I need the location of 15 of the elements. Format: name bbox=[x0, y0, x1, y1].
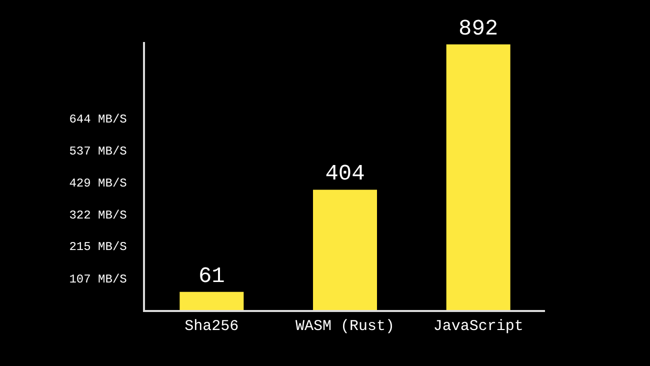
y-tick-label: 537 MB/S bbox=[69, 144, 127, 158]
y-tick-label: 429 MB/S bbox=[69, 176, 127, 190]
y-tick-label: 644 MB/S bbox=[69, 112, 127, 126]
bar bbox=[180, 292, 244, 310]
x-tick-label: WASM (Rust) bbox=[295, 318, 395, 335]
bar bbox=[313, 190, 377, 310]
data-label: 61 bbox=[198, 264, 225, 289]
y-tick-label: 107 MB/S bbox=[69, 272, 127, 286]
x-tick-label: JavaScript bbox=[433, 318, 524, 335]
y-tick-label: 322 MB/S bbox=[69, 208, 127, 222]
bar bbox=[446, 44, 510, 310]
data-label: 892 bbox=[458, 16, 498, 42]
data-label: 404 bbox=[325, 162, 365, 187]
y-tick-label: 215 MB/S bbox=[69, 240, 127, 254]
x-tick-label: Sha256 bbox=[184, 318, 239, 335]
